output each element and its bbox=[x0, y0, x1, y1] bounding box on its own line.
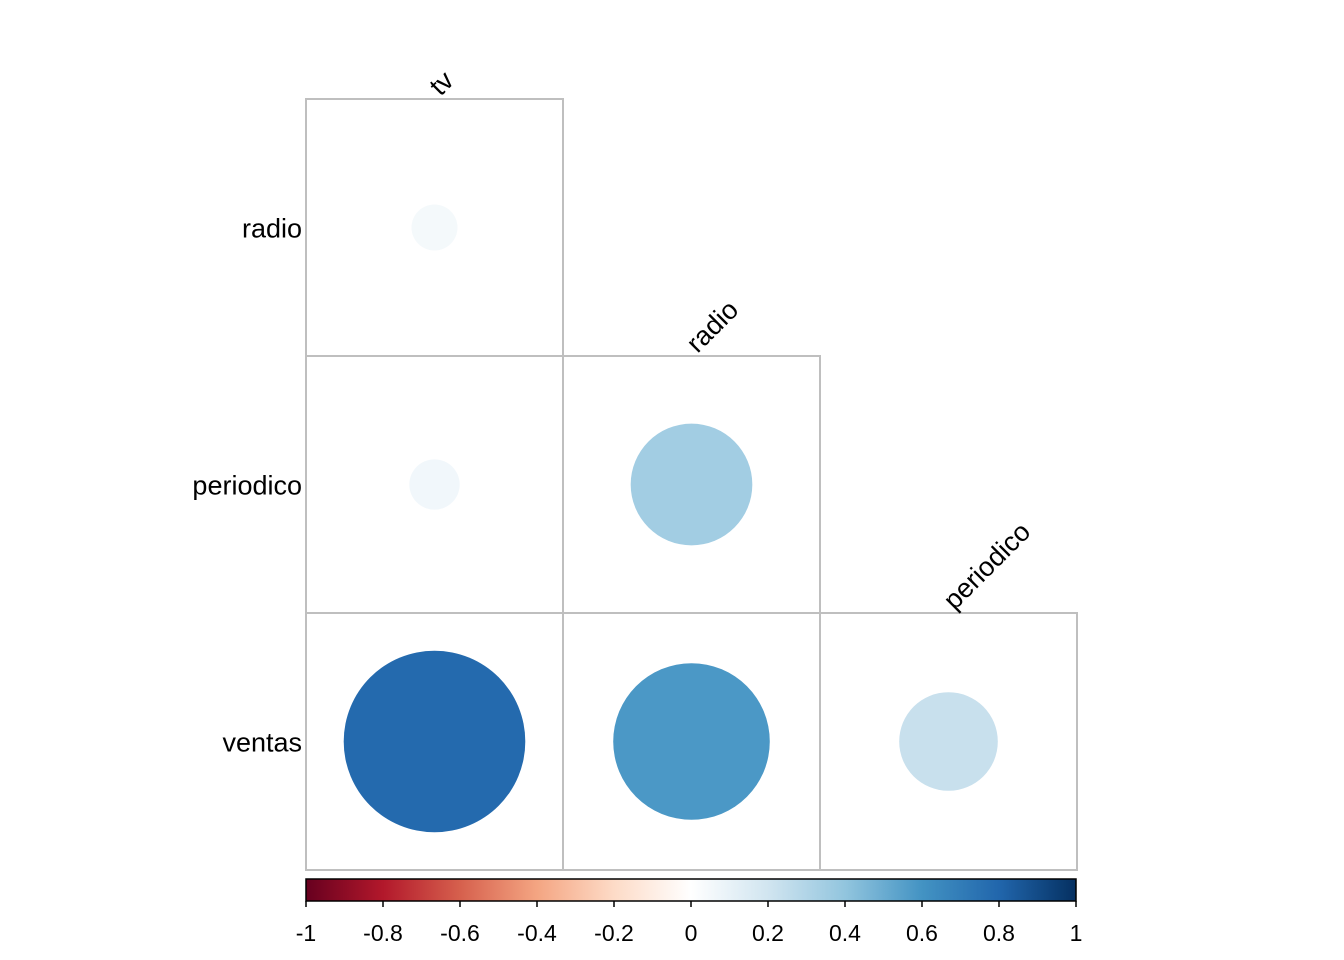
colorbar-tick-label: 0.4 bbox=[829, 920, 861, 946]
colorbar-tick-label: -1 bbox=[296, 920, 316, 946]
colorbar-tick-label: 0.6 bbox=[906, 920, 938, 946]
col-label-radio: radio bbox=[681, 295, 745, 359]
colorbar-tick-label: 1 bbox=[1070, 920, 1083, 946]
circle-ventas-periodico bbox=[899, 692, 998, 791]
colorbar-tick-label: -0.6 bbox=[440, 920, 480, 946]
row-label-ventas: ventas bbox=[222, 728, 302, 758]
circle-periodico-radio bbox=[630, 423, 753, 546]
circle-periodico-tv bbox=[409, 459, 460, 510]
colorbar-tick-label: -0.8 bbox=[363, 920, 403, 946]
colorbar-tick-label: 0.8 bbox=[983, 920, 1015, 946]
row-label-radio: radio bbox=[242, 214, 302, 244]
color-legend: -1 -0.8 -0.6 -0.4 -0.2 0 0.2 0.4 0.6 0.8 1 bbox=[296, 878, 1083, 946]
colorbar-gradient bbox=[305, 878, 1077, 902]
col-label-tv: tv bbox=[424, 65, 460, 101]
colorbar-tick-label: 0.2 bbox=[752, 920, 784, 946]
correlation-circles bbox=[343, 204, 998, 833]
row-label-periodico: periodico bbox=[192, 471, 302, 501]
colorbar-tick-label: 0 bbox=[685, 920, 698, 946]
col-label-periodico: periodico bbox=[938, 517, 1037, 616]
colorbar-tick-label: -0.2 bbox=[594, 920, 634, 946]
row-labels: radio periodico ventas bbox=[192, 214, 302, 758]
colorbar-tick-label: -0.4 bbox=[517, 920, 557, 946]
circle-ventas-tv bbox=[343, 650, 526, 833]
circle-radio-tv bbox=[411, 204, 458, 251]
circle-ventas-radio bbox=[613, 663, 770, 820]
